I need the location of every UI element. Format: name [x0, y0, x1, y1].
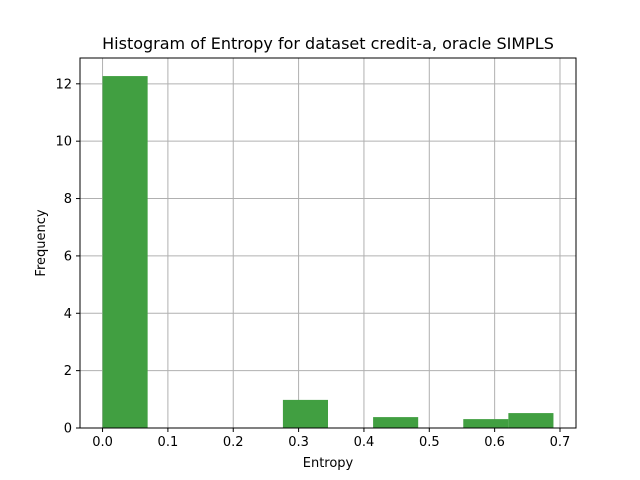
histogram-bar	[508, 413, 554, 428]
x-tick-label: 0.0	[92, 435, 113, 450]
grid-layer	[80, 58, 576, 429]
x-tick-label: 0.3	[288, 435, 309, 450]
x-tick-label: 0.1	[158, 435, 179, 450]
x-tick-label: 0.2	[223, 435, 244, 450]
chart-title: Histogram of Entropy for dataset credit-…	[102, 34, 554, 53]
y-axis-label: Frequency	[34, 209, 49, 276]
plot-frame	[79, 57, 577, 429]
y-axis-ticks: 0 2 4 6 8 10 12	[55, 77, 80, 437]
x-tick-label: 0.7	[550, 435, 571, 450]
histogram-bar	[373, 417, 419, 428]
x-tick-label: 0.6	[484, 435, 505, 450]
x-tick-label: 0.4	[354, 435, 375, 450]
bars-layer	[102, 76, 554, 429]
histogram-bar	[463, 419, 509, 428]
y-tick-label: 10	[55, 135, 72, 150]
histogram-bar	[282, 399, 328, 428]
y-tick-label: 0	[64, 422, 72, 437]
y-tick-label: 8	[64, 192, 72, 207]
x-axis-ticks: 0.0 0.1 0.2 0.3 0.4 0.5 0.6 0.7	[92, 428, 570, 450]
x-tick-label: 0.5	[419, 435, 440, 450]
y-tick-label: 6	[64, 249, 72, 264]
histogram-bar	[102, 76, 148, 429]
x-axis-label: Entropy	[303, 456, 354, 471]
y-tick-label: 2	[64, 364, 72, 379]
y-tick-label: 12	[55, 77, 72, 92]
y-tick-label: 4	[64, 307, 72, 322]
